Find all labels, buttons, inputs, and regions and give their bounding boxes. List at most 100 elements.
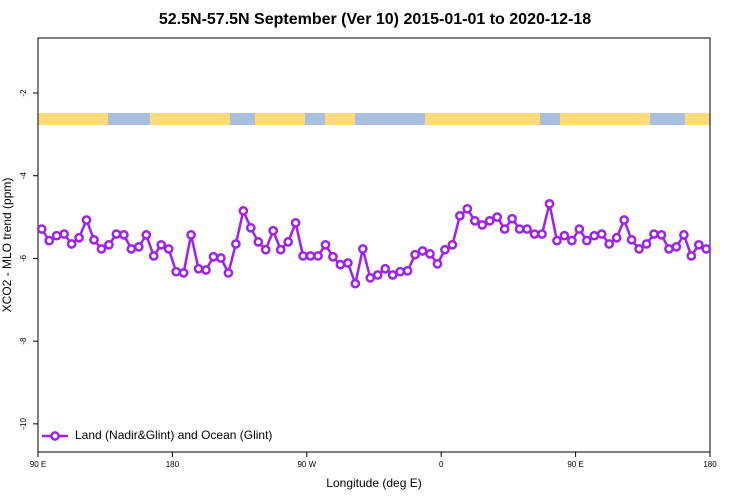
x-tick-label: 90 W <box>297 460 316 469</box>
data-point <box>410 249 420 260</box>
data-point <box>544 198 555 209</box>
data-point <box>223 268 234 278</box>
data-point <box>537 229 547 239</box>
data-point <box>484 215 495 226</box>
data-point <box>507 213 517 224</box>
data-point <box>477 220 488 230</box>
data-point <box>604 239 615 249</box>
data-point <box>380 263 391 274</box>
data-point <box>193 263 204 274</box>
land-band <box>325 113 355 125</box>
data-point <box>305 251 316 261</box>
data-point <box>260 244 271 255</box>
land-ocean-strip <box>38 113 710 125</box>
data-point <box>126 244 137 254</box>
data-point <box>462 203 473 214</box>
data-point <box>656 230 667 240</box>
land-band <box>150 113 230 125</box>
data-point <box>313 251 323 261</box>
chart-title: 52.5N-57.5N September (Ver 10) 2015-01-0… <box>159 11 591 28</box>
data-point <box>133 242 144 252</box>
land-band <box>685 113 710 125</box>
x-tick-label: 180 <box>703 460 717 469</box>
x-tick-label: 90 E <box>30 460 46 469</box>
data-point <box>163 244 174 254</box>
data-point <box>552 235 562 246</box>
data-point <box>350 278 361 289</box>
data-point <box>238 206 249 216</box>
y-tick-label: -10 <box>19 418 28 430</box>
data-point <box>253 237 264 247</box>
data-point <box>275 244 286 255</box>
data-point <box>455 210 465 221</box>
data-point <box>522 224 532 234</box>
data-point <box>231 239 241 249</box>
y-tick-label: -4 <box>19 172 28 180</box>
data-point <box>186 230 196 240</box>
data-point <box>469 215 480 226</box>
data-point <box>268 225 279 236</box>
data-point <box>290 218 301 228</box>
data-point <box>156 239 167 250</box>
data-point <box>357 244 368 254</box>
data-point <box>81 215 92 225</box>
data-point <box>440 244 450 255</box>
data-point <box>671 242 682 252</box>
land-band <box>560 113 650 125</box>
data-point <box>387 270 398 280</box>
data-point <box>693 239 704 250</box>
data-point <box>328 251 338 262</box>
legend-marker <box>50 431 60 441</box>
x-tick-label: 180 <box>166 460 180 469</box>
data-point <box>417 246 428 256</box>
data-point <box>447 239 458 250</box>
data-point <box>208 251 219 262</box>
data-point <box>619 215 629 225</box>
y-tick-label: -6 <box>19 254 28 262</box>
data-point <box>701 244 712 254</box>
data-point <box>499 224 510 234</box>
data-point <box>611 232 622 243</box>
data-point <box>425 249 435 259</box>
data-point <box>574 224 585 234</box>
y-tick-label: -8 <box>19 337 28 345</box>
data-point <box>596 229 607 239</box>
data-point <box>567 235 577 246</box>
data-point <box>343 258 353 268</box>
data-point <box>514 224 525 234</box>
y-tick-label: -2 <box>19 89 28 97</box>
data-point <box>51 230 62 241</box>
data-point <box>44 235 55 246</box>
data-point <box>171 266 181 277</box>
data-point <box>104 239 114 250</box>
data-point <box>679 230 689 240</box>
data-point <box>402 265 413 276</box>
data-point <box>395 266 405 277</box>
data-point <box>148 251 159 261</box>
land-band <box>255 113 305 125</box>
data-point <box>96 244 107 254</box>
data-point <box>432 258 443 269</box>
data-point <box>141 230 152 240</box>
data-point <box>626 234 637 245</box>
data-point <box>492 212 503 222</box>
data-point <box>686 251 697 261</box>
data-point <box>634 244 644 254</box>
plot-frame <box>37 37 711 453</box>
data-point <box>201 265 211 275</box>
data-point <box>649 229 659 239</box>
data-point <box>178 268 189 278</box>
data-point <box>641 239 652 249</box>
data-point <box>589 230 600 241</box>
legend-label: Land (Nadir&Glint) and Ocean (Glint) <box>75 428 272 442</box>
y-axis-label: XCO2 - MLO trend (ppm) <box>0 178 14 313</box>
data-point <box>335 259 346 270</box>
data-point <box>36 224 47 234</box>
data-point <box>529 229 540 239</box>
data-point <box>283 237 293 247</box>
data-point <box>372 270 383 280</box>
data-point <box>119 230 129 240</box>
data-point <box>245 222 256 233</box>
land-band <box>38 113 108 125</box>
